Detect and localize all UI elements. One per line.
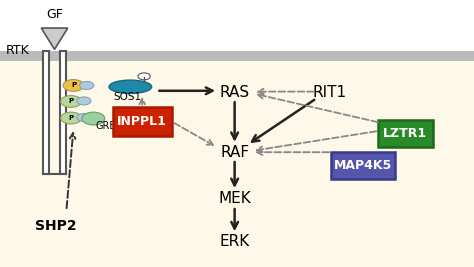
FancyBboxPatch shape bbox=[112, 107, 172, 136]
Bar bbox=[0, 0, 474, 51]
Text: GRB2: GRB2 bbox=[95, 121, 123, 131]
Text: RIT1: RIT1 bbox=[312, 85, 346, 100]
FancyBboxPatch shape bbox=[331, 152, 394, 179]
Bar bbox=[0, 51, 474, 61]
Text: RAF: RAF bbox=[220, 145, 249, 160]
Text: MAP4K5: MAP4K5 bbox=[334, 159, 392, 172]
Circle shape bbox=[138, 73, 150, 80]
Text: P: P bbox=[71, 83, 76, 88]
Circle shape bbox=[82, 112, 105, 125]
Text: SHP2: SHP2 bbox=[35, 219, 77, 233]
Bar bbox=[43, 51, 49, 174]
Text: SOS1: SOS1 bbox=[113, 92, 141, 102]
Text: ERK: ERK bbox=[219, 234, 250, 249]
FancyBboxPatch shape bbox=[378, 120, 432, 147]
Bar bbox=[60, 51, 66, 174]
Text: RAS: RAS bbox=[219, 85, 250, 100]
Circle shape bbox=[80, 81, 94, 89]
Text: INPPL1: INPPL1 bbox=[117, 115, 167, 128]
Text: LZTR1: LZTR1 bbox=[383, 127, 428, 140]
Polygon shape bbox=[41, 28, 68, 49]
Ellipse shape bbox=[109, 80, 152, 93]
Bar bbox=[0, 61, 474, 267]
Text: RTK: RTK bbox=[6, 44, 29, 57]
Text: P: P bbox=[69, 115, 73, 121]
Circle shape bbox=[61, 96, 82, 107]
Text: GF: GF bbox=[46, 8, 63, 21]
Text: MEK: MEK bbox=[218, 191, 251, 206]
Circle shape bbox=[77, 113, 91, 121]
Circle shape bbox=[61, 112, 82, 124]
Circle shape bbox=[63, 80, 84, 91]
Text: P: P bbox=[69, 99, 73, 104]
Circle shape bbox=[77, 97, 91, 105]
